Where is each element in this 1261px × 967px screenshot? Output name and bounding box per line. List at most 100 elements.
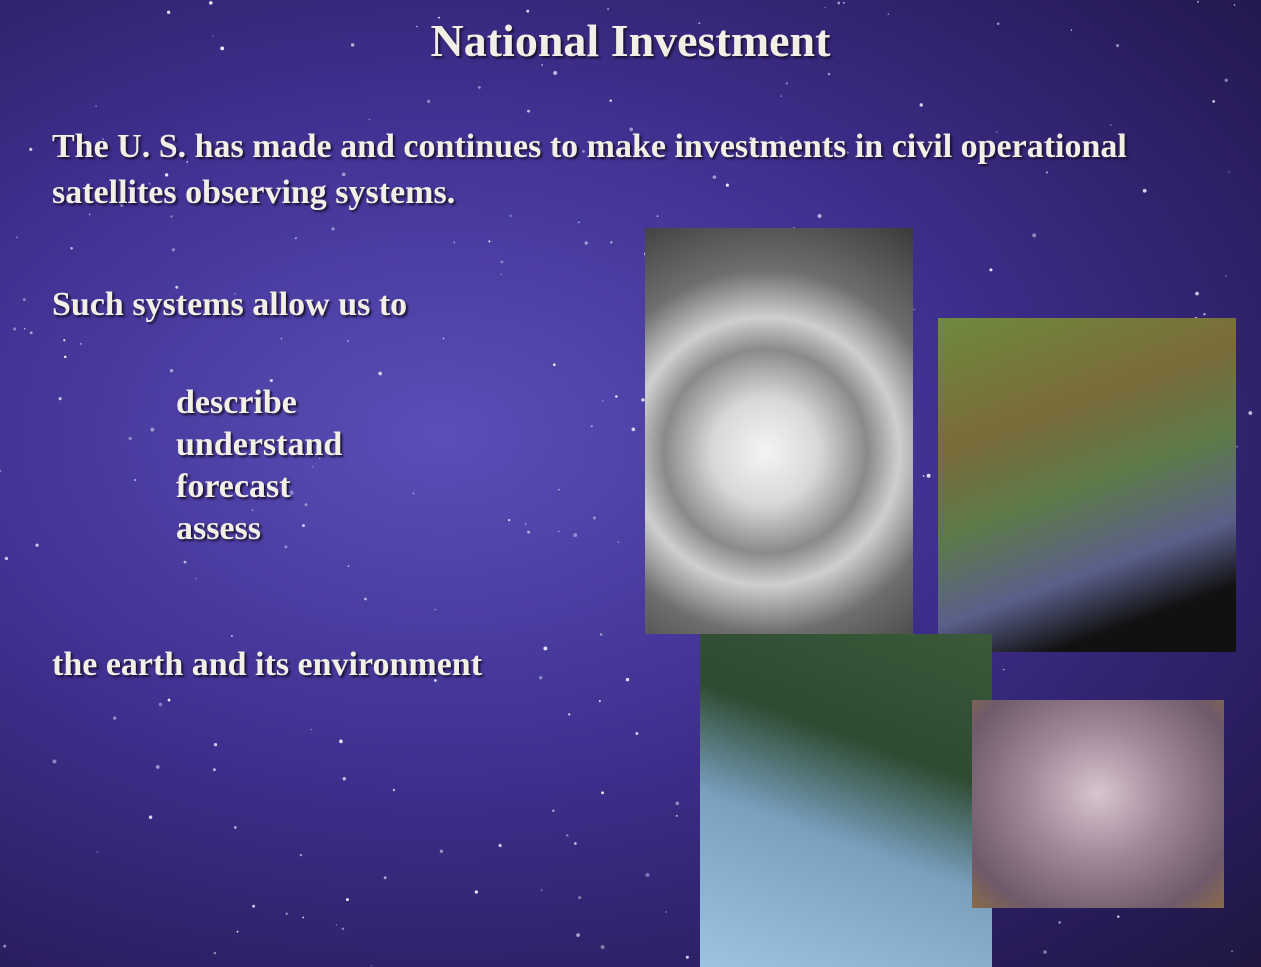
star <box>167 698 171 702</box>
star <box>543 646 548 651</box>
star <box>553 70 558 75</box>
star <box>923 154 925 156</box>
star <box>1224 78 1229 82</box>
star <box>824 6 826 9</box>
star <box>829 147 833 151</box>
star <box>785 82 789 85</box>
star <box>164 173 169 177</box>
star <box>780 95 783 97</box>
star <box>582 150 585 153</box>
star <box>1117 915 1120 918</box>
star <box>1116 44 1120 48</box>
star <box>1212 100 1215 103</box>
star <box>1110 124 1112 126</box>
star <box>175 285 179 289</box>
star <box>698 22 701 25</box>
star <box>150 427 155 432</box>
star <box>1058 921 1061 924</box>
star <box>656 215 659 217</box>
star <box>251 509 254 512</box>
star <box>558 530 560 532</box>
star <box>600 945 605 949</box>
verb: describe <box>176 384 297 421</box>
star <box>392 788 396 792</box>
star <box>1142 188 1147 193</box>
star <box>578 896 582 900</box>
star <box>294 237 297 240</box>
star <box>299 853 303 857</box>
star <box>183 560 187 564</box>
star <box>58 397 62 401</box>
star <box>289 490 294 495</box>
star <box>331 227 335 231</box>
star <box>576 933 580 937</box>
star <box>63 355 67 359</box>
verb-list: describe understand forecast assess <box>176 382 342 550</box>
star <box>3 944 7 948</box>
star <box>1225 275 1227 277</box>
star <box>645 873 650 877</box>
star <box>641 398 645 402</box>
star <box>29 331 33 335</box>
star <box>439 849 444 853</box>
paragraph: The U. S. has made and continues to make… <box>52 128 1127 211</box>
star <box>149 299 153 302</box>
star <box>508 519 511 522</box>
star <box>609 99 613 102</box>
fire-image <box>700 634 992 967</box>
verb: forecast <box>176 468 291 505</box>
star <box>1248 411 1253 415</box>
star <box>749 137 753 141</box>
star <box>675 801 680 806</box>
paragraph: the earth and its environment <box>52 646 483 683</box>
slide-title: National Investment <box>430 15 831 66</box>
star <box>302 916 305 919</box>
star <box>635 732 639 735</box>
star <box>1032 233 1037 238</box>
star <box>725 183 729 187</box>
star <box>350 43 355 47</box>
star <box>453 241 456 244</box>
star <box>209 1 213 5</box>
star <box>339 739 343 744</box>
star <box>1043 950 1047 954</box>
star <box>269 379 273 383</box>
star <box>284 545 288 549</box>
star <box>341 172 346 177</box>
star <box>364 597 367 601</box>
star <box>573 533 578 537</box>
star <box>170 215 173 218</box>
star <box>370 965 372 967</box>
star <box>1236 446 1238 448</box>
star <box>213 743 218 747</box>
star <box>311 466 314 468</box>
star <box>996 131 998 133</box>
star <box>341 927 345 931</box>
star <box>552 363 556 367</box>
star <box>541 64 543 66</box>
star <box>592 516 596 520</box>
star <box>887 13 890 15</box>
star <box>372 198 374 200</box>
star <box>220 46 225 51</box>
star <box>795 139 800 144</box>
star <box>601 791 604 795</box>
star <box>233 826 237 829</box>
star <box>842 1 845 4</box>
star <box>342 777 347 781</box>
star <box>35 543 39 547</box>
star <box>301 524 306 528</box>
star <box>416 25 418 28</box>
us-map-image <box>938 318 1236 652</box>
star <box>95 105 97 107</box>
star <box>599 633 603 636</box>
star <box>310 728 313 731</box>
star <box>148 182 151 185</box>
star <box>500 273 502 276</box>
star <box>1203 312 1206 316</box>
star <box>70 247 73 250</box>
star <box>996 22 1000 25</box>
star <box>335 924 337 926</box>
star <box>318 457 321 460</box>
